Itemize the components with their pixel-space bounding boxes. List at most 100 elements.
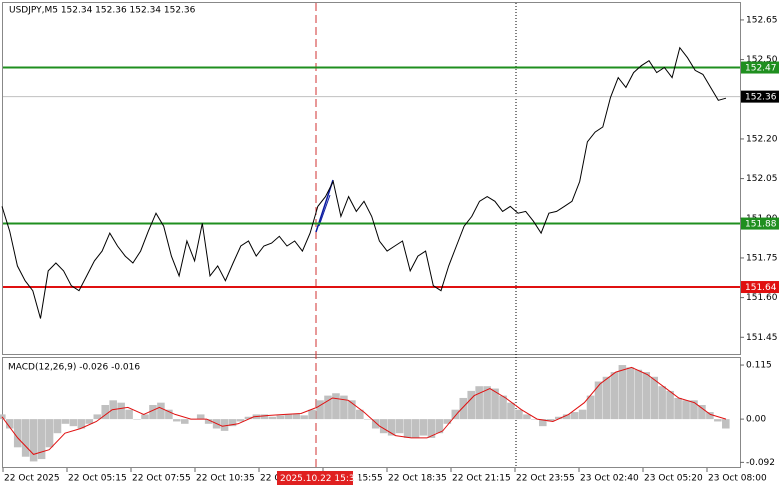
chart-title: USDJPY,M5 152.34 152.36 152.34 152.36 — [9, 6, 196, 16]
histogram-bar — [674, 397, 682, 420]
histogram-bar — [379, 419, 388, 434]
histogram-bar — [356, 409, 364, 420]
level-tag — [741, 217, 779, 230]
x-tick-label: 23 Oct 02:40 — [580, 474, 639, 484]
y-tick-label: 151.45 — [746, 333, 778, 343]
y-tick-label: 152.65 — [746, 15, 778, 25]
histogram-bar — [141, 414, 149, 420]
y-tick-label: 0.115 — [746, 361, 772, 371]
histogram-bar — [634, 369, 643, 420]
y-tick-label: 151.60 — [746, 293, 778, 303]
histogram-bar — [387, 419, 396, 436]
histogram-bar — [618, 365, 627, 420]
macd-title: MACD(12,26,9) -0.026 -0.016 — [8, 363, 140, 373]
histogram-bar — [554, 416, 563, 420]
histogram-bar — [220, 419, 229, 431]
level-tag-label: 151.88 — [745, 220, 777, 230]
histogram-bar — [395, 419, 404, 434]
y-tick-label: 152.05 — [746, 174, 778, 184]
histogram-bar — [13, 419, 22, 448]
histogram-bar — [570, 412, 579, 420]
histogram-bar — [300, 415, 308, 420]
histogram-bar — [85, 419, 94, 424]
signal-line — [1, 366, 727, 455]
histogram-bar — [698, 405, 706, 420]
histogram-bar — [236, 419, 245, 422]
histogram-bar — [507, 402, 515, 420]
histogram-bar — [403, 419, 412, 438]
histogram-bar — [308, 409, 316, 420]
histogram-bar — [53, 419, 62, 434]
histogram-bar — [531, 419, 539, 420]
x-tick-label: 22 Oct 2025 — [4, 474, 60, 484]
histogram-bar — [539, 419, 547, 427]
histogram-bar — [411, 419, 420, 438]
histogram-bar — [491, 388, 499, 420]
histogram-bar — [562, 414, 571, 420]
histogram-bar — [165, 409, 173, 420]
histogram-bar — [149, 405, 157, 420]
y-tick-label: 152.50 — [746, 55, 778, 65]
histogram-bar — [642, 372, 651, 420]
histogram-bar — [332, 393, 340, 420]
histogram-bar — [443, 419, 452, 424]
histogram-bar — [578, 409, 587, 420]
histogram-bar — [626, 367, 635, 420]
histogram-bar — [173, 419, 181, 422]
histogram-bar — [419, 419, 428, 436]
histogram-bar — [690, 400, 698, 420]
histogram-bar — [658, 386, 666, 420]
histogram-bar — [650, 376, 658, 420]
x-tick-label: 22 Oct 15:55 — [324, 474, 383, 484]
x-tick-label: 22 Oct 10:35 — [196, 474, 255, 484]
histogram-bar — [101, 405, 110, 420]
histogram-bar — [475, 386, 483, 420]
histogram-bar — [348, 400, 356, 420]
histogram-bar — [602, 376, 611, 420]
trend-line — [318, 194, 331, 227]
histogram-bar — [0, 414, 6, 420]
x-tick-label: 22 Oct 23:55 — [516, 474, 575, 484]
y-tick-label: 0.00 — [746, 415, 766, 425]
histogram-bar — [125, 409, 133, 420]
histogram-bar — [93, 414, 102, 420]
level-tag — [741, 61, 779, 74]
histogram-bar — [451, 409, 460, 420]
histogram-bar — [284, 414, 292, 420]
histogram-bar — [181, 419, 189, 424]
histogram-bar — [316, 400, 324, 420]
histogram-bar — [586, 395, 595, 420]
y-tick-label: 152.20 — [746, 134, 778, 144]
histogram-bar — [499, 395, 507, 420]
histogram-bar — [292, 413, 300, 420]
crosshair-tag — [277, 471, 353, 485]
histogram-bar — [546, 419, 555, 422]
histogram-bar — [276, 415, 285, 420]
plot-layer: 152.65152.50152.20152.05151.90151.75151.… — [0, 15, 778, 484]
x-tick-label: 22 Oct 05:15 — [68, 474, 127, 484]
histogram-bar — [77, 419, 86, 429]
histogram-bar — [515, 409, 523, 420]
histogram-bar — [260, 414, 269, 420]
histogram-bar — [435, 419, 444, 434]
histogram-bar — [364, 419, 372, 420]
level-tag — [741, 281, 779, 294]
level-tag-label: 152.47 — [745, 64, 777, 74]
histogram-bar — [340, 395, 348, 420]
crosshair-label: 2025.10.22 15:35 — [280, 474, 360, 484]
x-tick-label: 23 Oct 05:20 — [644, 474, 703, 484]
histogram-bar — [324, 395, 332, 420]
histogram-bar — [666, 390, 674, 420]
histogram-bar — [61, 419, 70, 424]
price-line — [1, 46, 727, 319]
histogram-bar — [5, 419, 14, 429]
histogram-bar — [610, 372, 619, 420]
histogram-bar — [133, 419, 141, 420]
histogram-bar — [467, 390, 475, 420]
x-tick-label: 23 Oct 08:00 — [708, 474, 767, 484]
histogram-bar — [706, 412, 714, 420]
histogram-bar — [371, 419, 380, 429]
histogram-bar — [69, 419, 78, 427]
